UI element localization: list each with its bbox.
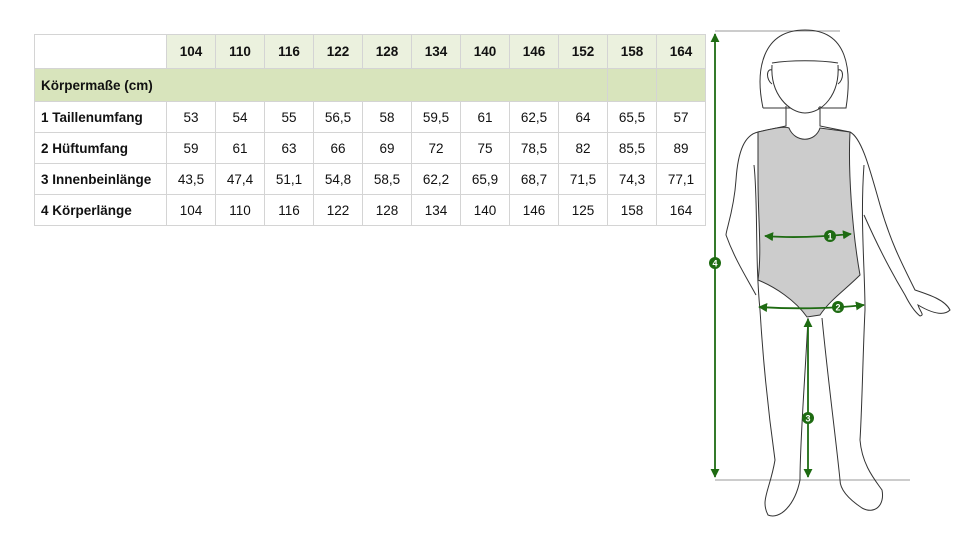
row-label: 2 Hüftumfang	[34, 132, 167, 164]
header-row: 104 110 116 122 128 134 140 146 152 158 164	[34, 34, 706, 69]
reference-lines	[715, 30, 910, 481]
measurement-cell: 61	[215, 132, 265, 164]
table-row: 1 Taillenumfang 53 54 55 56,5 58 59,5 61 62,5 64 6…	[34, 101, 706, 133]
marker-1: 1	[827, 232, 832, 242]
row-label: 1 Taillenumfang	[34, 101, 167, 133]
measurement-cell: 146	[509, 194, 559, 226]
measurement-cell: 72	[411, 132, 461, 164]
measurement-cell: 89	[656, 132, 706, 164]
measurement-cell: 75	[460, 132, 510, 164]
measurement-cell: 57	[656, 101, 706, 133]
measurement-cell: 64	[558, 101, 608, 133]
measurement-lines	[710, 33, 865, 478]
marker-3: 3	[805, 414, 810, 424]
table-row: 4 Körperlänge 104 110 116 122 128 134 140 146 125…	[34, 194, 706, 226]
size-header: 146	[509, 34, 559, 69]
measurement-cell: 61	[460, 101, 510, 133]
measurement-cell: 62,2	[411, 163, 461, 195]
marker-badges: 1 2 3 4	[709, 230, 844, 424]
section-cell	[607, 68, 657, 102]
measurement-cell: 77,1	[656, 163, 706, 195]
size-header: 134	[411, 34, 461, 69]
measurement-cell: 122	[313, 194, 363, 226]
section-row: Körpermaße (cm)	[34, 68, 706, 102]
measurement-cell: 54	[215, 101, 265, 133]
size-table: 104 110 116 122 128 134 140 146 152 158 164 Körperm…	[34, 34, 706, 226]
row-label: 4 Körperlänge	[34, 194, 167, 226]
size-header: 110	[215, 34, 265, 69]
measurement-cell: 164	[656, 194, 706, 226]
marker-2: 2	[835, 303, 840, 313]
size-header: 152	[558, 34, 608, 69]
measurement-cell: 125	[558, 194, 608, 226]
measurement-cell: 158	[607, 194, 657, 226]
size-header: 140	[460, 34, 510, 69]
measurement-cell: 116	[264, 194, 314, 226]
marker-4: 4	[712, 259, 717, 269]
child-outline	[725, 29, 951, 517]
size-header: 122	[313, 34, 363, 69]
size-header: 104	[166, 34, 216, 69]
size-header: 164	[656, 34, 706, 69]
measurement-cell: 47,4	[215, 163, 265, 195]
measurement-cell: 140	[460, 194, 510, 226]
measurement-cell: 110	[215, 194, 265, 226]
measurement-cell: 59,5	[411, 101, 461, 133]
size-header: 158	[607, 34, 657, 69]
size-header: 128	[362, 34, 412, 69]
bodysuit	[757, 126, 861, 318]
table-row: 3 Innenbeinlänge 43,5 47,4 51,1 54,8 58,5 62,2…	[34, 163, 706, 195]
measurement-cell: 54,8	[313, 163, 363, 195]
row-label: 3 Innenbeinlänge	[34, 163, 167, 195]
section-label: Körpermaße (cm)	[34, 68, 608, 102]
measurement-cell: 69	[362, 132, 412, 164]
measurement-cell: 58	[362, 101, 412, 133]
measurement-cell: 104	[166, 194, 216, 226]
